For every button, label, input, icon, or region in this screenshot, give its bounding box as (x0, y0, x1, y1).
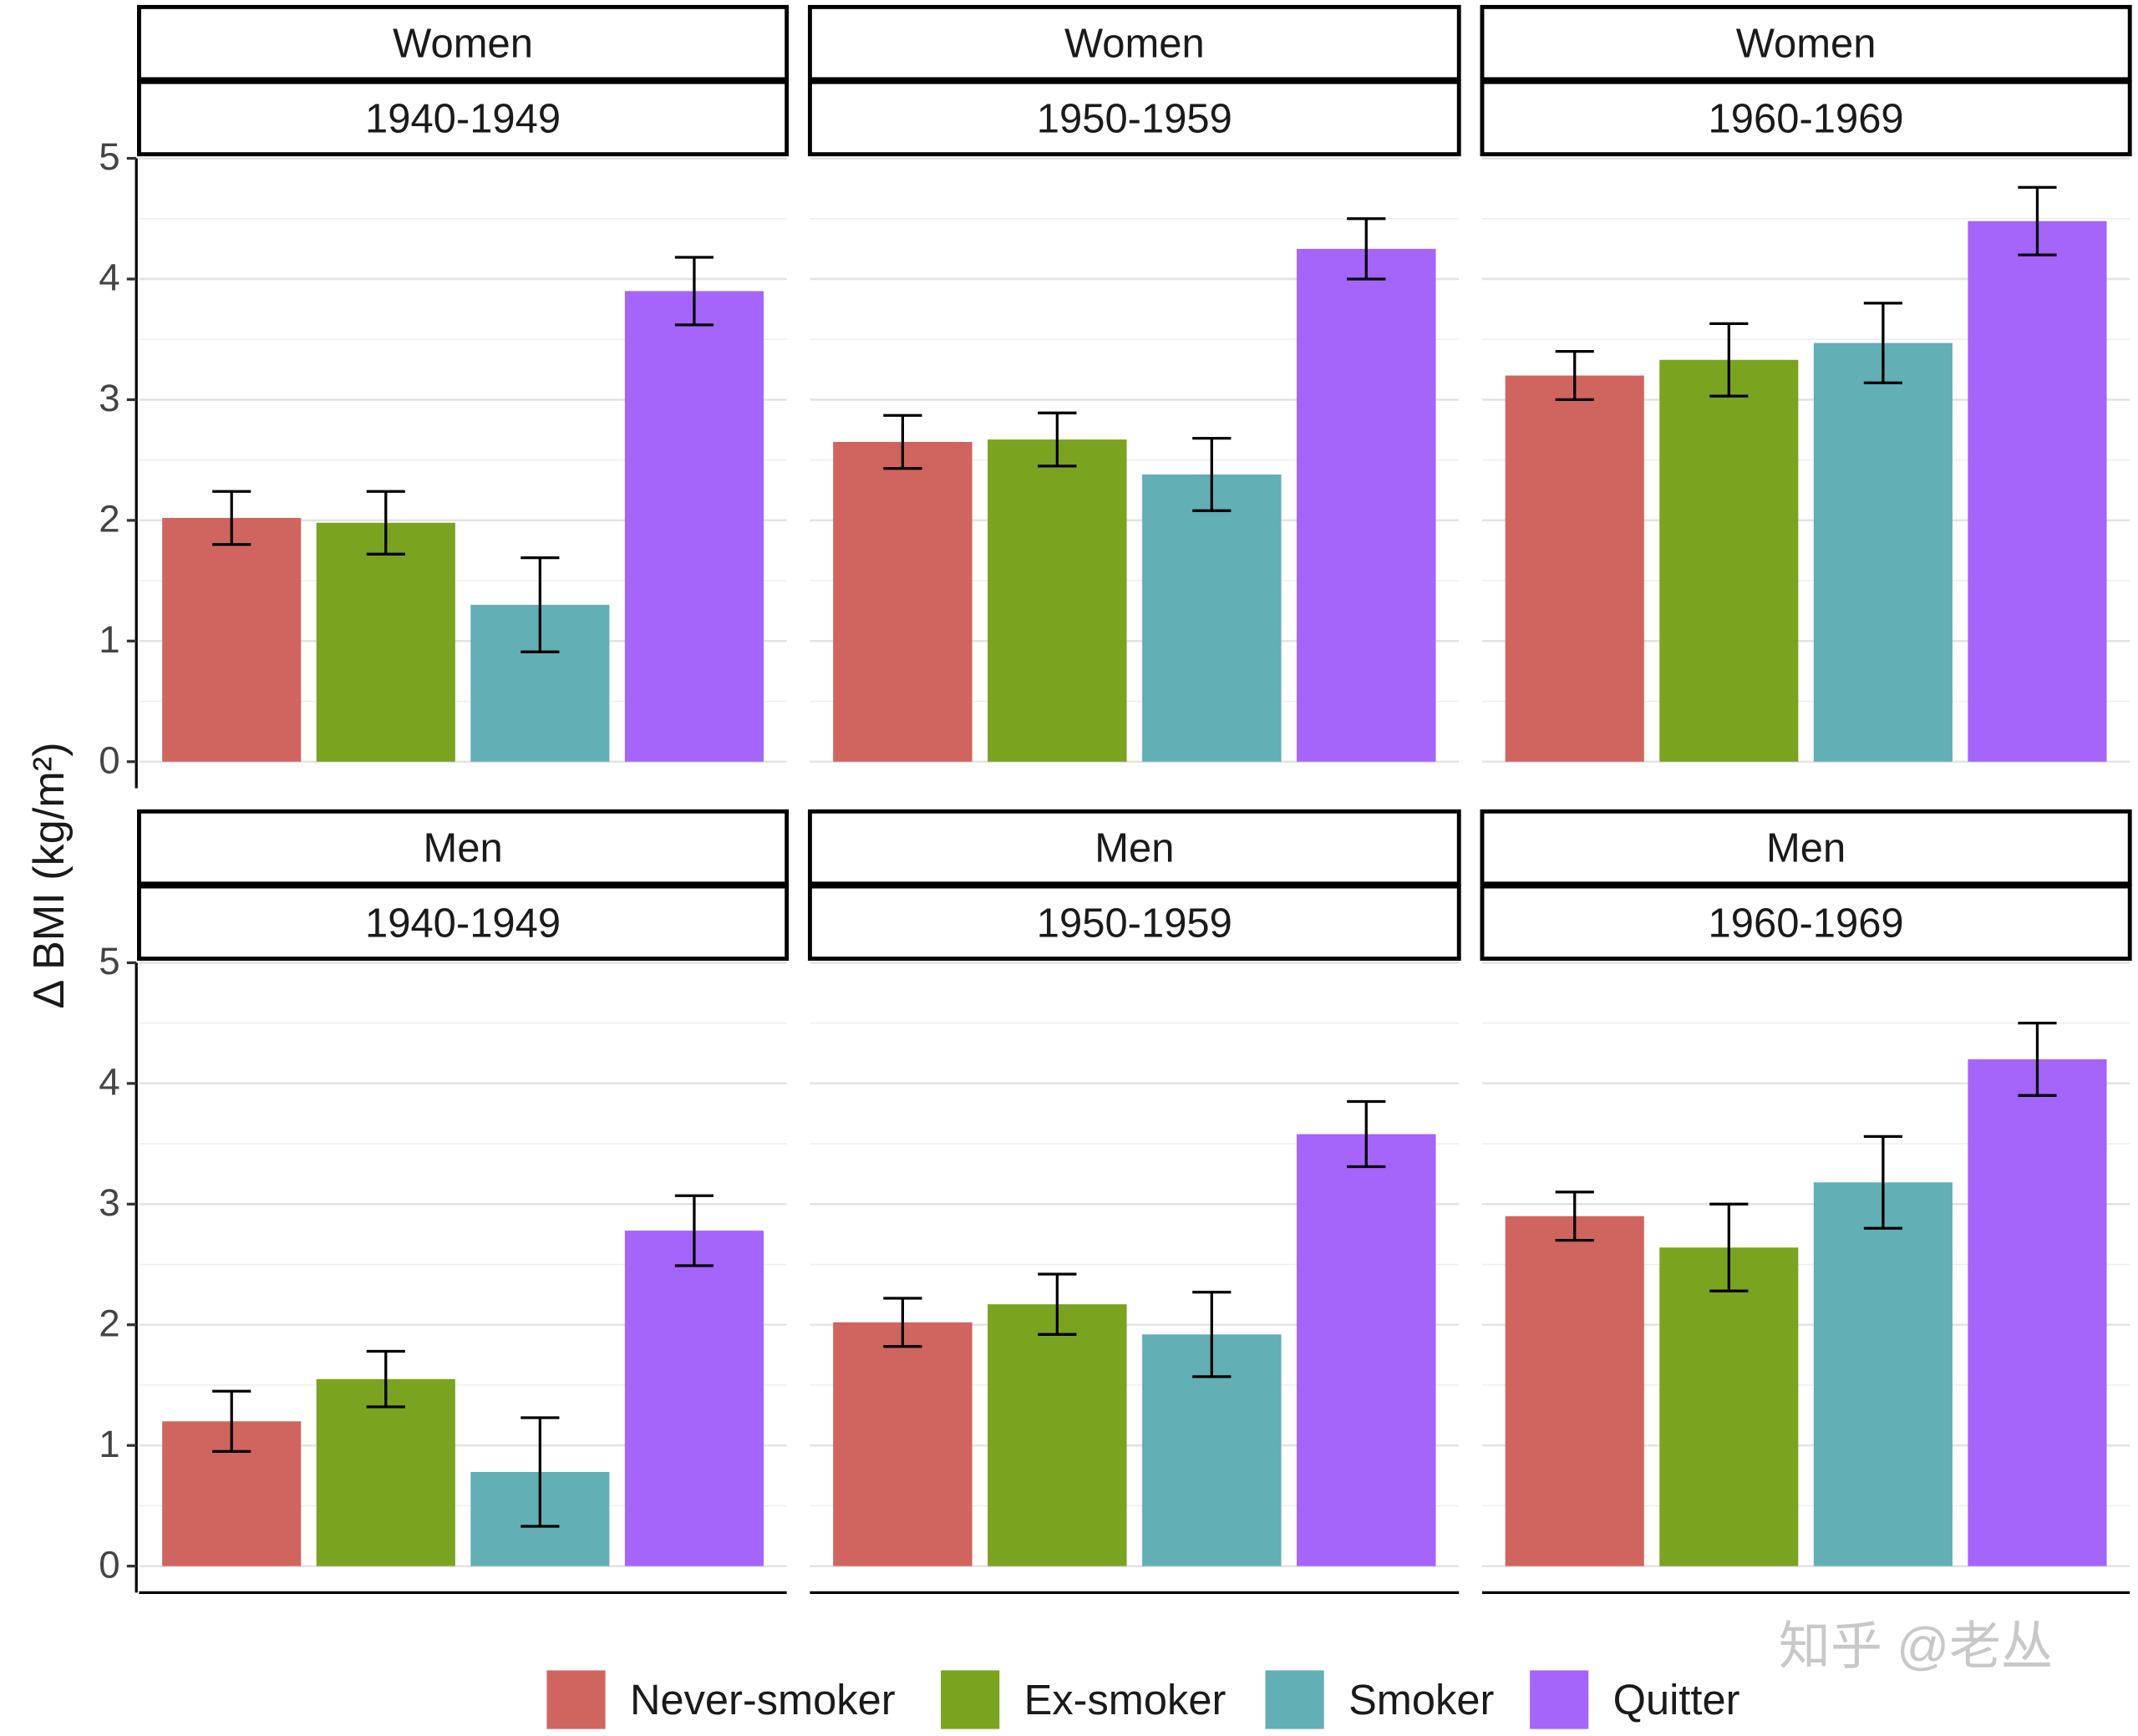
error-bar (674, 1194, 714, 1267)
bar (162, 517, 302, 762)
strip-label: Men (423, 826, 502, 871)
error-bar (521, 556, 560, 653)
error-bar (1192, 437, 1232, 512)
bar (316, 522, 455, 762)
error-bar (1038, 411, 1077, 468)
strip (137, 4, 790, 82)
bar (988, 1304, 1127, 1566)
bar (1659, 1247, 1799, 1566)
strip-label: 1940-1949 (365, 901, 561, 946)
bar (833, 1322, 973, 1566)
strip (137, 809, 790, 886)
strip-label: Men (1094, 826, 1174, 871)
y-axis-label: Δ BMI (kg/m²) (25, 742, 74, 1008)
bar (624, 291, 764, 762)
error-bar (1863, 302, 1902, 384)
y-tick-label: 1 (99, 1423, 119, 1465)
y-tick-label: 2 (99, 498, 119, 541)
strip-label: 1940-1949 (365, 96, 561, 141)
strip-label: Women (1736, 22, 1876, 67)
error-bar (883, 1297, 922, 1348)
y-tick-label: 1 (99, 618, 119, 661)
strip (1480, 4, 2132, 82)
y-tick-label: 0 (99, 739, 119, 781)
bar (1297, 248, 1436, 762)
legend-swatch (1530, 1670, 1589, 1729)
strip-label: 1950-1959 (1037, 96, 1232, 141)
error-bar (1555, 1190, 1594, 1242)
error-bar (212, 490, 251, 546)
error-bar (212, 1389, 251, 1454)
bar (1297, 1134, 1436, 1566)
bar (1968, 1058, 2107, 1566)
bar (1813, 343, 1953, 762)
bar (1968, 221, 2107, 762)
error-bar (2018, 1022, 2057, 1097)
strip (807, 4, 1461, 82)
watermark: 知乎 @老丛 (1779, 1617, 2053, 1675)
error-bar (2018, 185, 2057, 256)
strip (807, 79, 1461, 157)
strip-label: 1960-1969 (1709, 901, 1904, 946)
error-bar (521, 1416, 560, 1528)
error-bar (1347, 1099, 1386, 1169)
y-tick-label: 3 (99, 1181, 119, 1224)
error-bar (1192, 1291, 1232, 1378)
strip (137, 79, 790, 157)
error-bar (366, 1349, 405, 1409)
error-bar (1709, 1202, 1749, 1292)
bar (833, 441, 973, 762)
legend-label: Never-smoker (630, 1676, 896, 1723)
y-tick-label: 3 (99, 377, 119, 419)
strip (1480, 79, 2132, 157)
y-tick-label: 2 (99, 1302, 119, 1344)
y-tick-label: 4 (99, 1061, 119, 1104)
legend-swatch (941, 1670, 1000, 1729)
legend-label: Smoker (1348, 1676, 1494, 1723)
error-bar (1709, 322, 1749, 398)
legend-swatch (546, 1670, 606, 1729)
bar (1505, 375, 1644, 762)
strip (1480, 809, 2132, 886)
error-bar (366, 490, 405, 556)
bar (1813, 1182, 1953, 1566)
bar (1142, 474, 1282, 762)
error-bar (674, 256, 714, 327)
strip-label: 1960-1969 (1709, 96, 1904, 141)
strip-label: Men (1766, 826, 1846, 871)
y-tick-label: 4 (99, 256, 119, 299)
error-bar (1038, 1272, 1077, 1336)
strip-label: Women (393, 22, 533, 67)
strip (137, 884, 790, 961)
bar (1659, 359, 1799, 762)
y-tick-label: 0 (99, 1543, 119, 1586)
strip-label: Women (1064, 22, 1205, 67)
legend-label: Ex-smoker (1024, 1676, 1226, 1723)
bar (316, 1378, 455, 1566)
error-bar (1347, 217, 1386, 281)
error-bar (883, 414, 922, 470)
bar (988, 439, 1127, 762)
legend-label: Quitter (1613, 1676, 1740, 1723)
strip (1480, 884, 2132, 961)
strip (807, 884, 1461, 961)
legend-swatch (1265, 1670, 1324, 1729)
error-bar (1863, 1134, 1902, 1230)
error-bar (1555, 350, 1594, 402)
y-tick-label: 5 (99, 135, 119, 178)
bar (1505, 1216, 1644, 1566)
strip-label: 1950-1959 (1037, 901, 1232, 946)
strip (807, 809, 1461, 886)
bar (624, 1231, 764, 1566)
y-tick-label: 5 (99, 940, 119, 982)
